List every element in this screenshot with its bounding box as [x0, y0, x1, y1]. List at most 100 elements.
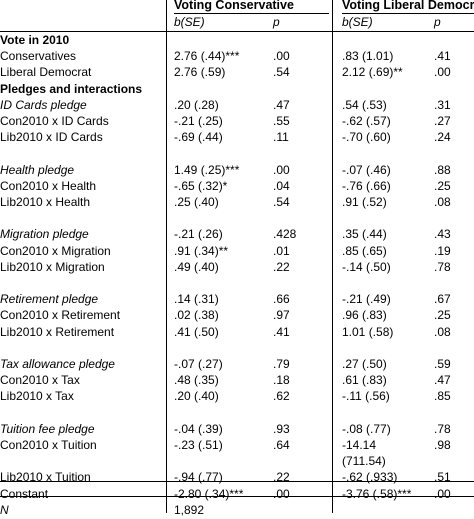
cell-b-conservative: -.94 (.77) — [174, 470, 223, 485]
cell-p-conservative: .41 — [273, 324, 290, 339]
cell-p-conservative: .18 — [273, 373, 290, 388]
cell-b-conservative: .48 (.35) — [174, 373, 219, 388]
divider-group-col — [332, 0, 333, 513]
cell-p-conservative: .00 — [273, 162, 290, 177]
cell-b-libdem: -.70 (.60) — [342, 130, 391, 145]
cell-b-libdem: .96 (.83) — [342, 308, 387, 323]
table-row: N 1,892 — [0, 502, 474, 519]
cell-b-conservative: -.21 (.26) — [174, 227, 223, 242]
cell-b-conservative: -.69 (.44) — [174, 130, 223, 145]
table-row: Con2010 x Tuition -.23 (.51) .64 -14.14 .98 — [0, 437, 474, 454]
cell-b-libdem: -.62 (.57) — [342, 114, 391, 128]
cell-b-conservative: .25 (.40) — [174, 195, 219, 209]
col-p-2: p — [434, 15, 441, 29]
cell-b-conservative: -.23 (.51) — [174, 438, 223, 452]
cell-b-libdem: .91 (.52) — [342, 195, 387, 209]
cell-p-libdem: .88 — [434, 162, 451, 177]
cell-b-conservative: -.21 (.25) — [174, 114, 223, 128]
table-row: Lib2010 x ID Cards -.69 (.44) .11 -.70 (.60… — [0, 129, 474, 146]
row-label: Lib2010 x Retirement — [0, 324, 115, 339]
cell-p-libdem: .41 — [434, 49, 451, 64]
row-label: Constant — [0, 486, 49, 501]
cell-p-conservative: .11 — [273, 130, 289, 145]
table-row: Lib2010 x Migration .49 (.40) .22 -.14 (.50… — [0, 259, 474, 276]
row-label: Lib2010 x Tax — [0, 389, 74, 404]
cell-b-conservative: -.07 (.27) — [174, 357, 223, 371]
cell-b-conservative: .49 (.40) — [174, 259, 219, 274]
cell-p-conservative: .00 — [273, 486, 290, 501]
cell-b-libdem: .35 (.44) — [342, 227, 387, 242]
cell-p-libdem: .98 — [434, 438, 451, 452]
cell-b-conservative: .41 (.50) — [174, 324, 219, 339]
table-row — [0, 340, 474, 357]
table-row — [0, 145, 474, 162]
cell-p-conservative: .04 — [273, 178, 290, 193]
table-row: Con2010 x Retirement .02 (.38) .97 .96 (.83… — [0, 307, 474, 324]
cell-p-conservative: .54 — [273, 65, 290, 80]
row-label: Retirement pledge — [0, 292, 99, 307]
cell-b-conservative: 2.76 (.44)*** — [174, 49, 240, 64]
table-row: Health pledge 1.49 (.25)*** .00 -.07 (.46).… — [0, 162, 474, 179]
row-label: N — [0, 502, 9, 517]
table-row: Lib2010 x Tax .20 (.40) .62 -.11 (.56) .85 — [0, 388, 474, 405]
table-row: Pledges and interactions — [0, 81, 474, 98]
cell-b-conservative: 2.76 (.59) — [174, 65, 226, 80]
cell-b-libdem: .27 (.50) — [342, 357, 387, 371]
table-row: ID Cards pledge .20 (.28) .47 .54 (.53) .31 — [0, 97, 474, 114]
rule-constant-bottom — [0, 496, 474, 497]
divider-label-col — [166, 0, 167, 513]
rule-constant-top — [0, 481, 474, 482]
row-label: Con2010 x Tax — [0, 373, 80, 388]
cell-b-libdem: -.62 (.933) — [342, 470, 398, 485]
cell-p-conservative: .66 — [273, 292, 290, 307]
table-row: Con2010 x Migration .91 (.34)** .01 .85 (.6… — [0, 243, 474, 260]
cell-b-libdem: -3.76 (.58)*** — [342, 486, 412, 501]
cell-p-conservative: .428 — [273, 227, 297, 242]
table-row: Retirement pledge .14 (.31) .66 -.21 (.49).… — [0, 291, 474, 308]
table-row: (711.54) — [0, 453, 474, 470]
cell-p-conservative: .93 — [273, 421, 290, 436]
rule-top — [0, 31, 474, 32]
cell-b-libdem: 1.01 (.58) — [342, 324, 394, 339]
row-label: Lib2010 x ID Cards — [0, 130, 103, 145]
cell-b-libdem: -.07 (.46) — [342, 162, 391, 177]
table-row: Con2010 x ID Cards -.21 (.25) .55 -.62 (.57… — [0, 113, 474, 130]
cell-b-conservative: -.65 (.32)* — [174, 178, 228, 193]
cell-p-conservative: .47 — [273, 97, 290, 112]
header-voting-libdem-label: Voting Liberal Democrat — [342, 0, 474, 12]
cell-b-conservative: -2.80 (.34)*** — [174, 486, 244, 501]
table-row: Vote in 2010 — [0, 32, 474, 49]
cell-p-libdem: .00 — [434, 486, 451, 501]
cell-p-conservative: .55 — [273, 114, 290, 128]
col-p-1: p — [273, 15, 280, 29]
cell-p-libdem: .27 — [434, 114, 451, 128]
cell-p-conservative: .54 — [273, 195, 290, 209]
table-row: Liberal Democrat 2.76 (.59) .54 2.12 (.69)*… — [0, 64, 474, 81]
cell-b-conservative: .02 (.38) — [174, 308, 219, 323]
table-row: Con2010 x Health -.65 (.32)* .04 -.76 (.66)… — [0, 178, 474, 195]
row-label: ID Cards pledge — [0, 97, 87, 112]
table-row: Con2010 x Tax .48 (.35) .18 .61 (.83) .47 — [0, 372, 474, 389]
table-row: Lib2010 x Retirement .41 (.50) .41 1.01 (.5… — [0, 324, 474, 341]
cell-b-libdem: -.76 (.66) — [342, 178, 391, 193]
table-row: Constant -2.80 (.34)*** .00 -3.76 (.58)***.… — [0, 486, 474, 503]
cell-p-libdem: .08 — [434, 195, 451, 209]
row-label: Health pledge — [0, 162, 75, 177]
row-label: Liberal Democrat — [0, 65, 92, 80]
header-voting-libdem: Voting Liberal Democrat — [342, 0, 474, 14]
row-label: Con2010 x Migration — [0, 243, 111, 258]
cell-p-libdem: .78 — [434, 421, 451, 436]
cell-p-libdem: .85 — [434, 389, 451, 404]
cell-b-libdem: .54 (.53) — [342, 97, 387, 112]
cell-p-conservative: .22 — [273, 470, 290, 485]
table-row — [0, 405, 474, 422]
table-row — [0, 210, 474, 227]
cell-p-libdem: .43 — [434, 227, 451, 242]
cell-b-libdem: (711.54) — [342, 454, 386, 469]
cell-p-libdem: .25 — [434, 308, 451, 323]
cell-b-conservative: -.04 (.39) — [174, 421, 223, 436]
table-row: Lib2010 x Tuition -.94 (.77) .22 -.62 (.933… — [0, 469, 474, 486]
table-row: Conservatives 2.76 (.44)*** .00 .83 (1.01).… — [0, 48, 474, 65]
cell-p-libdem: .51 — [434, 470, 451, 485]
cell-b-libdem: -.21 (.49) — [342, 292, 391, 307]
